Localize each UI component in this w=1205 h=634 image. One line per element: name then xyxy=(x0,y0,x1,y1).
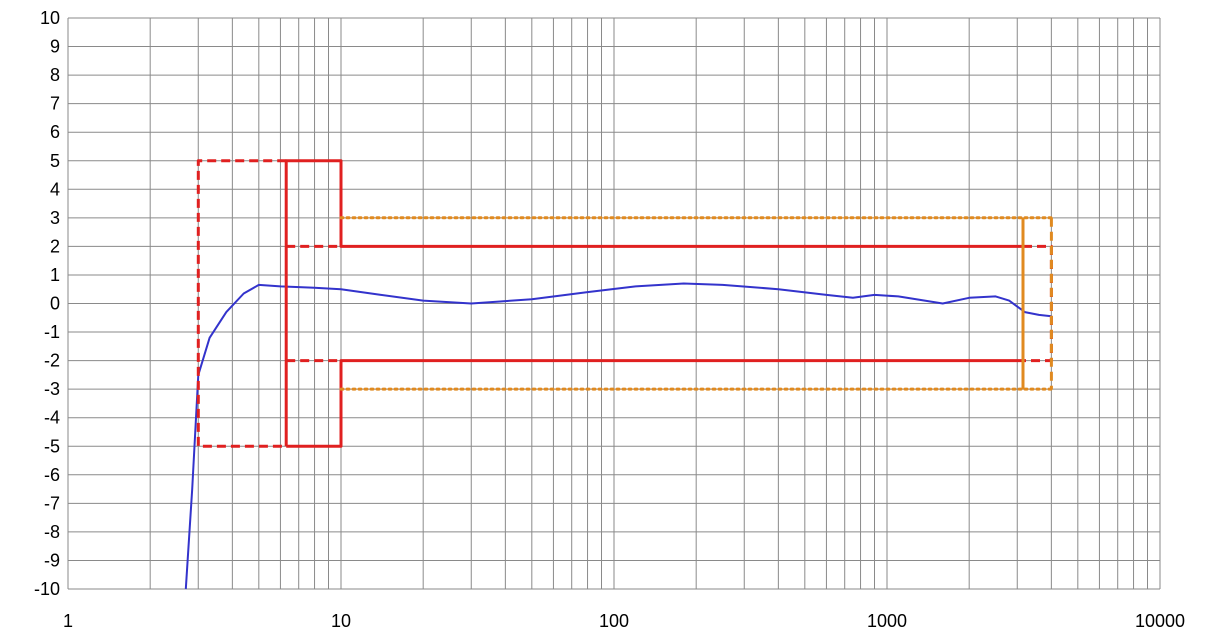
y-tick-label: -4 xyxy=(44,408,60,428)
y-tick-label: -9 xyxy=(44,550,60,570)
x-tick-label: 10000 xyxy=(1135,611,1185,631)
x-tick-label: 1 xyxy=(63,611,73,631)
y-tick-label: -6 xyxy=(44,465,60,485)
y-tick-label: -2 xyxy=(44,351,60,371)
y-tick-label: 2 xyxy=(50,236,60,256)
y-tick-label: -1 xyxy=(44,322,60,342)
grid xyxy=(67,17,1161,590)
x-tick-label: 1000 xyxy=(867,611,907,631)
y-tick-label: -8 xyxy=(44,522,60,542)
y-tick-label: -5 xyxy=(44,436,60,456)
response-curve-line xyxy=(184,282,1052,590)
x-tick-label: 100 xyxy=(599,611,629,631)
y-tick-label: 0 xyxy=(50,294,60,314)
y-tick-label: 1 xyxy=(50,265,60,285)
y-tick-label: 5 xyxy=(50,151,60,171)
tolerance-limit-line xyxy=(196,159,287,448)
y-tick-label: 7 xyxy=(50,94,60,114)
y-tick-label: 3 xyxy=(50,208,60,228)
y-tick-label: -10 xyxy=(34,579,60,599)
y-tick-label: 4 xyxy=(50,179,60,199)
series-layer xyxy=(184,159,1053,590)
x-axis-ticks: 1 10 100 1000 10000 xyxy=(63,611,1185,631)
y-tick-label: -7 xyxy=(44,493,60,513)
y-tick-label: 8 xyxy=(50,65,60,85)
y-tick-label: -3 xyxy=(44,379,60,399)
y-tick-label: 10 xyxy=(40,8,60,28)
x-tick-label: 10 xyxy=(331,611,351,631)
y-tick-label: 9 xyxy=(50,37,60,57)
y-tick-label: 6 xyxy=(50,122,60,142)
